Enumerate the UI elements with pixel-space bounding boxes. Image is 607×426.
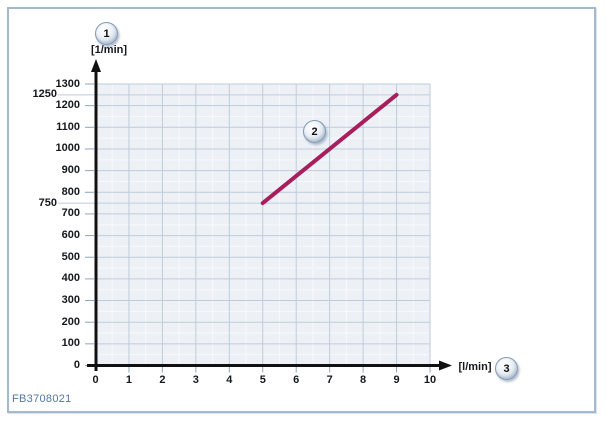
y-axis-arrowhead <box>91 59 101 72</box>
x-tick-label-10: 10 <box>423 374 437 386</box>
y-tick-label-0: 0 <box>73 359 80 371</box>
x-tick-label-6: 6 <box>293 374 300 386</box>
y-reference-label-750: 750 <box>38 196 57 209</box>
x-tick-label-2: 2 <box>159 374 166 386</box>
y-tick-label-600: 600 <box>61 229 80 242</box>
y-tick-label-800: 800 <box>61 185 80 198</box>
callout-3: 3 <box>495 357 518 380</box>
x-tick-label-3: 3 <box>192 374 199 386</box>
x-tick-label-8: 8 <box>360 374 367 386</box>
x-tick-label-4: 4 <box>226 374 233 386</box>
y-reference-label-1250: 1250 <box>32 88 57 101</box>
y-tick-label-400: 400 <box>61 272 80 285</box>
figure-code: FB3708021 <box>12 393 72 405</box>
y-axis-unit-label: [1/min] <box>90 44 128 56</box>
y-tick-label-1300: 1300 <box>55 77 80 90</box>
x-tick-label-5: 5 <box>259 374 266 386</box>
y-tick-label-1000: 1000 <box>55 142 80 155</box>
y-tick-label-1200: 1200 <box>55 99 80 112</box>
y-tick-label-200: 200 <box>61 315 80 328</box>
x-tick-label-7: 7 <box>326 374 333 386</box>
data-line-characteristic-curve <box>260 92 399 206</box>
x-axis-arrowhead <box>439 360 452 371</box>
y-tick-label-1100: 1100 <box>56 120 80 133</box>
callout-1: 1 <box>95 22 118 45</box>
callout-2: 2 <box>303 120 326 143</box>
y-tick-label-700: 700 <box>61 207 80 220</box>
x-tick-label-1: 1 <box>125 374 132 386</box>
x-tick-label-9: 9 <box>393 374 400 386</box>
callout-3-label: 3 <box>503 362 510 375</box>
callout-1-label: 1 <box>103 27 110 40</box>
y-tick-label-900: 900 <box>61 164 80 177</box>
y-tick-label-300: 300 <box>61 294 80 307</box>
y-tick-label-100: 100 <box>61 337 80 350</box>
x-tick-label-0: 0 <box>92 374 99 386</box>
x-axis-unit-label: [l/min] <box>458 361 492 373</box>
callout-2-label: 2 <box>311 125 318 138</box>
y-tick-label-500: 500 <box>61 250 80 263</box>
